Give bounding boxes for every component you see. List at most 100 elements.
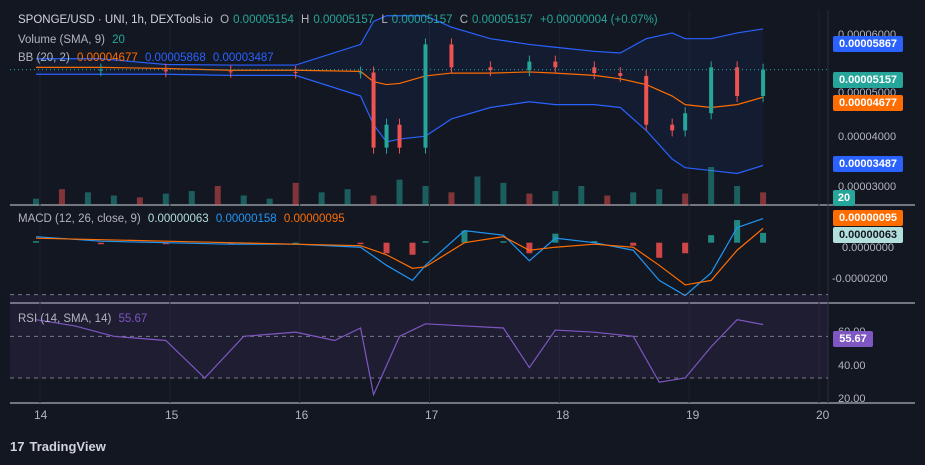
x-axis-label: 15 (165, 408, 179, 422)
macd-histogram-bar (526, 242, 533, 254)
macd-histogram-bar (500, 241, 507, 243)
macd-histogram-bar (409, 242, 416, 255)
x-axis-label: 18 (556, 408, 570, 422)
macd-histogram-bar (630, 242, 637, 246)
macd-histogram-bar (383, 242, 390, 254)
rsi-legend: RSI (14, SMA, 14) 55.67 (18, 313, 151, 325)
volume-bar (422, 186, 429, 205)
macd-histogram-bar (708, 235, 715, 243)
rsi-value: 55.67 (118, 313, 148, 325)
macd-histogram-bar (162, 242, 169, 245)
volume-tag: 20 (833, 190, 855, 206)
rsi-axis-label: 20.00 (838, 393, 866, 405)
price-axis-label: 0.00004000 (838, 131, 897, 143)
last-price-tag: 0.00005157 (833, 72, 903, 88)
macd-legend: MACD (12, 26, close, 9) 0.00000063 0.000… (18, 213, 349, 225)
volume-bar (214, 186, 221, 205)
volume-bar (162, 193, 169, 205)
macd-label: MACD (12, 26, close, 9) (18, 213, 141, 225)
volume-bar (734, 186, 741, 205)
volume-bar (656, 189, 663, 205)
bb-band-fill (35, 15, 764, 174)
macd-histogram-bar (97, 242, 104, 245)
macd-histogram-bar (760, 232, 767, 243)
macd-line (35, 218, 764, 297)
candle-body (761, 69, 766, 97)
macd-signal-value: 0.00000095 (283, 213, 345, 225)
candle-body (98, 69, 103, 71)
volume-bar (760, 192, 767, 205)
volume-bar (318, 192, 325, 205)
candle-body (371, 72, 376, 148)
low-value: 0.00005157 (391, 14, 453, 26)
volume-bar (682, 193, 689, 205)
open-value: 0.00005154 (233, 14, 294, 26)
candle-body (670, 124, 675, 131)
volume-bar (708, 167, 715, 205)
volume-bar (630, 192, 637, 205)
macd-signal-tag: 0.00000095 (833, 210, 903, 226)
x-axis-label: 17 (425, 408, 439, 422)
bb-upper-tag: 0.00005867 (833, 36, 903, 52)
x-axis-label: 16 (295, 408, 309, 422)
bb-legend: BB (20, 2) 0.00004677 0.00005868 0.00003… (18, 52, 278, 64)
candle-body (163, 69, 168, 72)
rsi-tag: 55.67 (833, 331, 873, 347)
macd-axis-label: -0.0000200 (832, 273, 888, 285)
macd-axis-label: 0.0000000 (842, 242, 894, 254)
candle-body (735, 67, 740, 97)
volume-label: Volume (SMA, 9) (18, 34, 105, 46)
symbol-legend: SPONGE/USD · UNI, 1h, DEXTools.io O 0.000… (18, 14, 662, 26)
macd-histogram-bar (591, 241, 598, 243)
bb-label: BB (20, 2) (18, 52, 70, 64)
volume-bar (84, 192, 91, 205)
volume-value: 20 (112, 34, 125, 46)
volume-bar (188, 191, 195, 205)
volume-bar (292, 182, 299, 205)
candle-body (527, 61, 532, 71)
macd-hist-value: 0.00000063 (147, 213, 209, 225)
volume-bar (344, 189, 351, 205)
candle-body (618, 73, 623, 76)
symbol-title: SPONGE/USD · UNI, 1h, DEXTools.io (18, 14, 213, 26)
bb-basis-value: 0.00004677 (76, 52, 138, 64)
candle-body (228, 71, 233, 73)
candle-body (358, 72, 363, 74)
macd-line-value: 0.00000158 (215, 213, 277, 225)
bb-lower-value: 0.00003487 (212, 52, 274, 64)
volume-bar (58, 189, 65, 205)
macd-histogram-bar (656, 242, 663, 258)
bb-upper-value: 0.00005868 (144, 52, 206, 64)
high-value: 0.00005157 (313, 14, 375, 26)
volume-bar (474, 176, 481, 205)
candle-body (384, 124, 389, 148)
tradingview-logo-icon: 17 (10, 439, 25, 454)
candle-body (423, 44, 428, 148)
macd-histogram-bar (292, 242, 299, 244)
brand-text: TradingView (29, 439, 106, 454)
candle-body (293, 71, 298, 73)
candle-body (397, 124, 402, 148)
volume-bar (32, 198, 39, 205)
rsi-axis-label: 40.00 (838, 360, 866, 372)
x-axis-label: 14 (34, 408, 48, 422)
change-value: +0.00000004 (+0.07%) (539, 14, 658, 26)
volume-bar (578, 186, 585, 205)
bb-basis-tag: 0.00004677 (833, 95, 903, 111)
candle-body (644, 75, 649, 125)
volume-bar (500, 182, 507, 205)
candle-body (683, 113, 688, 131)
open-label: O (220, 14, 230, 26)
macd-histogram-bar (357, 242, 364, 245)
volume-bar (526, 193, 533, 205)
volume-bar (552, 191, 559, 205)
candle-body (488, 67, 493, 71)
tradingview-brand[interactable]: 17 TradingView (10, 439, 106, 454)
bb-lower-line (35, 73, 764, 175)
bb-basis-line (35, 66, 764, 109)
macd-histogram-bar (734, 220, 741, 243)
macd-hist-tag: 0.00000063 (833, 227, 903, 243)
close-value: 0.00005157 (472, 14, 533, 26)
